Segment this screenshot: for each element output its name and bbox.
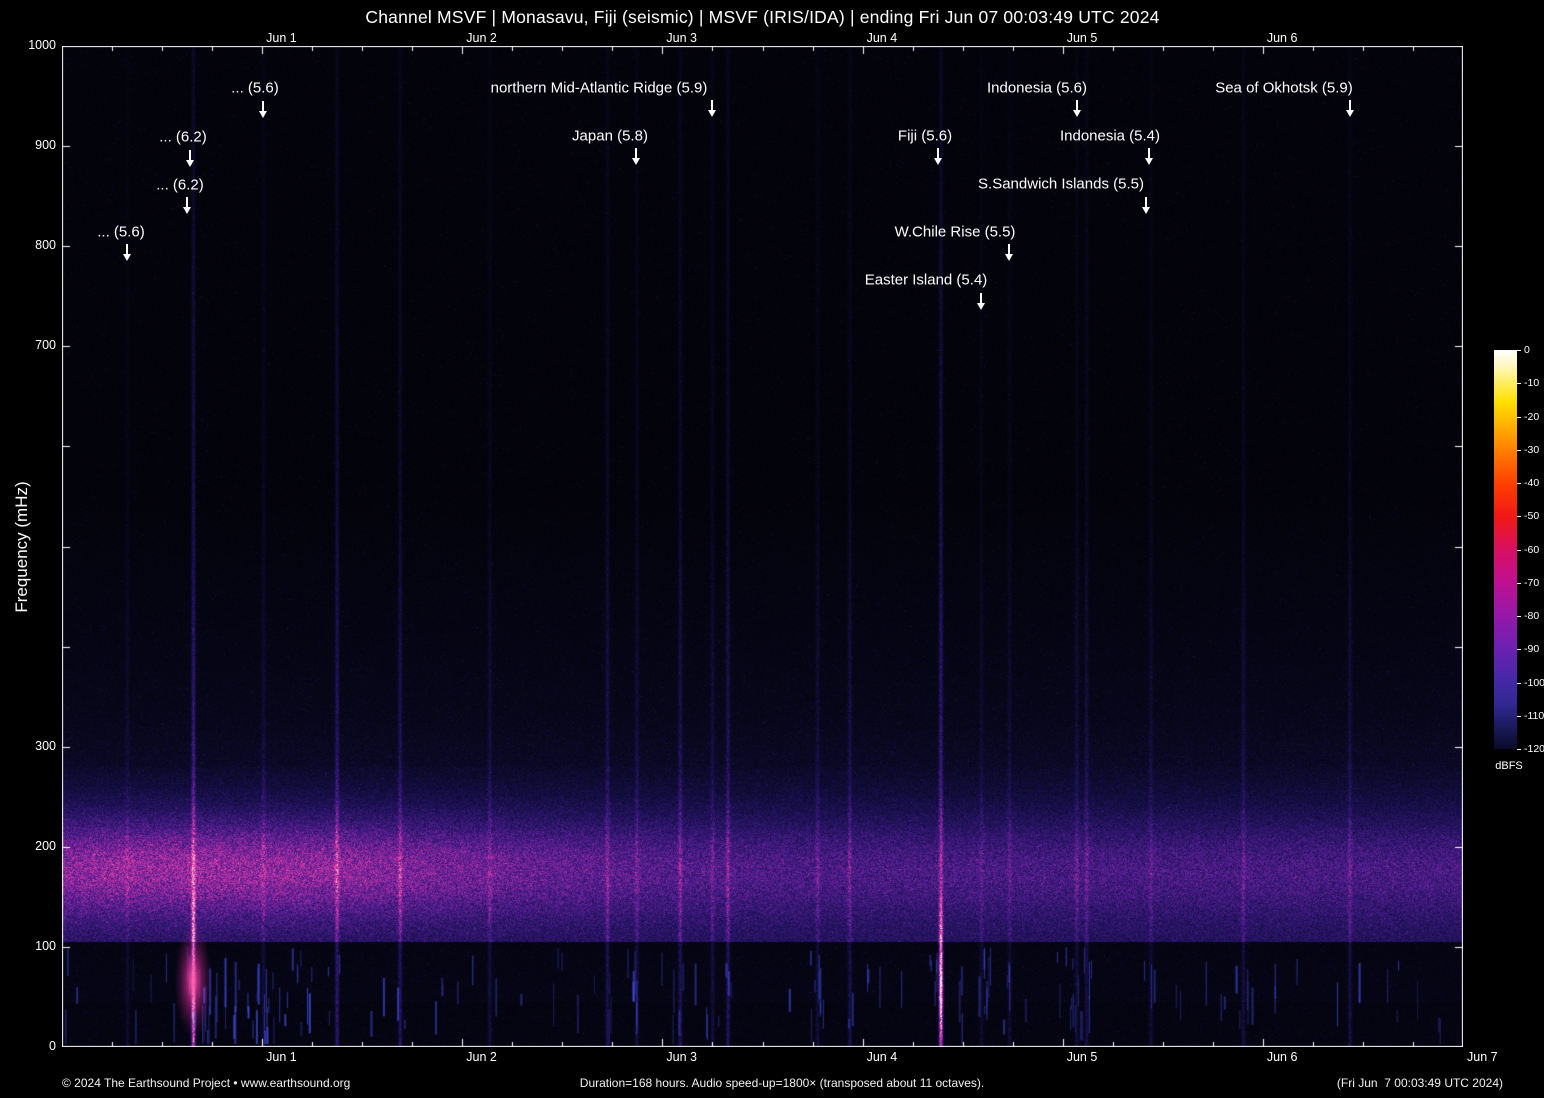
y-axis-title: Frequency (mHz) [12, 481, 31, 613]
colorbar-tick-mark [1517, 516, 1521, 518]
arrow-head [933, 158, 942, 165]
top-date-label: Jun 5 [1066, 31, 1098, 45]
colorbar-tick-label: -80 [1524, 610, 1540, 622]
arrow-head [1345, 110, 1354, 117]
arrow-stem [1148, 148, 1150, 159]
frequency-tick-label: 300 [35, 738, 56, 753]
event-label: Indonesia (5.6) [986, 79, 1088, 97]
colorbar-tick-label: 0 [1524, 344, 1530, 356]
bottom-date-label: Jun 2 [466, 1050, 497, 1064]
colorbar-tick-mark [1517, 416, 1521, 418]
arrow-stem [1008, 244, 1010, 255]
colorbar-tick-mark [1517, 350, 1521, 351]
top-date-label: Jun 1 [266, 31, 297, 45]
top-date-label: Jun 6 [1266, 31, 1298, 45]
colorbar-tick-mark [1517, 749, 1521, 750]
colorbar: 0 -10 -20 -30 -40 -50 -60 -70 -80 -90 -100 -110 -120… [1494, 344, 1544, 772]
event-label: ... (5.6) [231, 79, 279, 97]
arrow-stem [937, 148, 939, 159]
bottom-date-label: Jun 6 [1266, 1050, 1298, 1064]
footer-timestamp: (Fri Jun 7 00:03:49 UTC 2024) [1336, 1076, 1503, 1090]
arrow-stem [186, 197, 188, 208]
colorbar-tick-mark [1517, 549, 1521, 551]
colorbar-tick-mark [1517, 715, 1521, 717]
colorbar-tick-mark [1517, 383, 1521, 385]
colorbar-tick-label: -110 [1524, 709, 1544, 722]
colorbar-tick-label: -30 [1524, 443, 1540, 456]
arrow-stem [711, 100, 713, 111]
arrow-head [976, 303, 985, 310]
arrow-head [1141, 207, 1150, 214]
arrow-head [1004, 254, 1013, 261]
event-label: Sea of Okhotsk (5.9) [1215, 79, 1353, 97]
bottom-date-label: Jun 4 [866, 1050, 898, 1064]
colorbar-tick-mark [1517, 483, 1521, 484]
frequency-tick-label: 100 [35, 938, 56, 953]
arrow-stem [262, 101, 264, 112]
event-label: Fiji (5.6) [897, 127, 953, 145]
top-date-label: Jun 3 [666, 31, 698, 45]
frequency-tick-label: 0 [49, 1039, 56, 1053]
arrow-stem [126, 244, 128, 255]
bottom-date-label: Jun 5 [1066, 1050, 1098, 1064]
arrow-stem [189, 150, 191, 161]
colorbar-tick-label: -20 [1524, 410, 1540, 423]
colorbar-tick-mark [1517, 649, 1521, 651]
arrow-head [185, 160, 194, 167]
arrow-head [258, 111, 267, 118]
event-label: ... (6.2) [156, 176, 204, 194]
colorbar-tick-mark [1517, 582, 1521, 584]
footer-copyright: © 2024 The Earthsound Project • www.eart… [62, 1076, 351, 1090]
colorbar-tick-label: -10 [1524, 377, 1540, 390]
event-label: S.Sandwich Islands (5.5) [978, 175, 1144, 193]
bottom-date-label: Jun 1 [266, 1050, 297, 1064]
colorbar-tick-label: -70 [1524, 576, 1540, 589]
arrow-head [122, 254, 131, 261]
colorbar-tick-mark [1517, 449, 1521, 451]
event-label: Indonesia (5.4) [1059, 127, 1161, 145]
colorbar-unit-label: dBFS [1495, 760, 1523, 772]
colorbar-tick-label: -120 [1524, 743, 1544, 755]
colorbar-tick-label: -40 [1524, 477, 1540, 489]
colorbar-tick-label: -100 [1524, 676, 1544, 689]
arrow-head [1144, 158, 1153, 165]
colorbar-tick-label: -50 [1524, 510, 1540, 523]
page-title: Channel MSVF | Monasavu, Fiji (seismic) … [365, 7, 1160, 27]
colorbar-tick-label: -90 [1524, 643, 1540, 656]
colorbar-gradient [1494, 350, 1517, 749]
bottom-date-label: Jun 7 [1467, 1050, 1498, 1064]
bottom-date-label: Jun 3 [666, 1050, 698, 1064]
arrow-stem [980, 293, 982, 304]
top-date-label: Jun 4 [866, 31, 898, 45]
frequency-tick-label: 1000 [28, 38, 56, 52]
arrow-head [631, 158, 640, 165]
arrow-stem [1145, 197, 1147, 208]
frequency-tick-label: 800 [35, 238, 56, 253]
event-label: northern Mid-Atlantic Ridge (5.9) [490, 79, 708, 97]
colorbar-tick-mark [1517, 682, 1521, 684]
footer-duration: Duration=168 hours. Audio speed-up=1800×… [579, 1076, 985, 1090]
arrow-stem [1076, 100, 1078, 111]
event-label: W.Chile Rise (5.5) [894, 223, 1016, 241]
event-label: ... (6.2) [159, 128, 207, 146]
colorbar-tick-mark [1517, 616, 1521, 617]
arrow-head [707, 110, 716, 117]
frequency-tick-label: 700 [35, 338, 56, 353]
arrow-stem [635, 148, 637, 159]
colorbar-tick-label: -60 [1524, 543, 1540, 556]
event-label: Easter Island (5.4) [864, 271, 988, 289]
event-label: ... (5.6) [97, 223, 145, 241]
arrow-stem [1349, 100, 1351, 111]
frequency-tick-label: 900 [35, 138, 56, 153]
frequency-tick-label: 200 [35, 838, 56, 853]
arrow-head [1072, 110, 1081, 117]
event-label: Japan (5.8) [572, 127, 648, 145]
spectrogram-canvas [62, 46, 1463, 1047]
top-date-label: Jun 2 [466, 31, 497, 45]
arrow-head [182, 207, 191, 214]
